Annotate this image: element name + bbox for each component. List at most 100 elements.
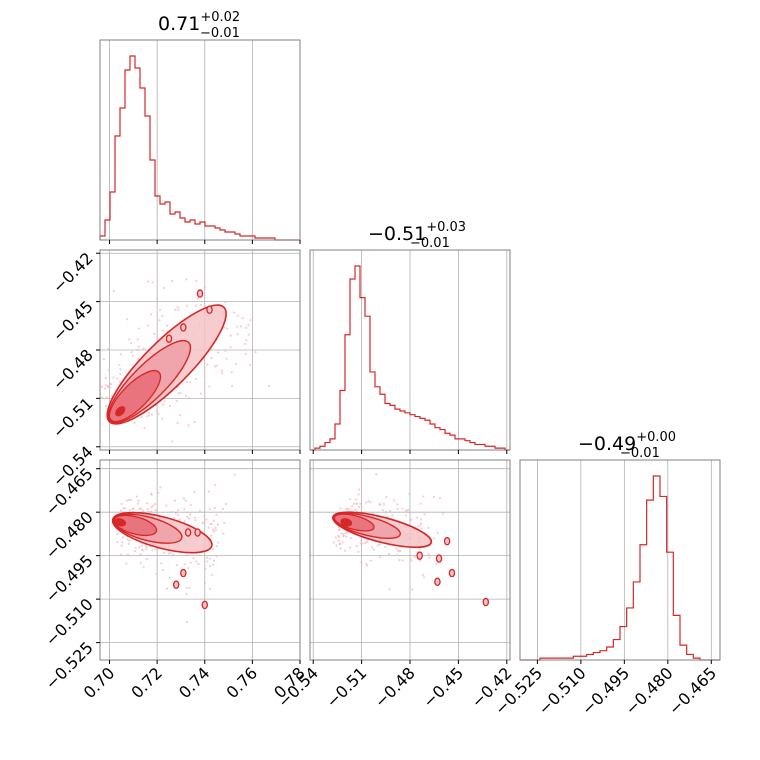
scatter-point — [154, 548, 157, 551]
scatter-point — [385, 510, 388, 514]
scatter-point — [204, 567, 207, 570]
contour-island — [434, 577, 441, 586]
scatter-point — [419, 523, 422, 527]
scatter-point — [442, 512, 445, 515]
scatter-point — [177, 308, 180, 311]
scatter-point — [204, 397, 207, 400]
scatter-point — [199, 304, 202, 307]
scatter-point — [176, 421, 179, 424]
scatter-point — [419, 502, 422, 505]
scatter-point — [125, 499, 129, 502]
scatter-point — [427, 526, 430, 529]
scatter-point — [247, 324, 250, 327]
scatter-point — [230, 371, 233, 374]
scatter-point — [118, 380, 121, 383]
scatter-point — [143, 426, 146, 429]
axes-frame — [99, 39, 301, 241]
scatter-point — [226, 327, 229, 330]
scatter-point — [197, 562, 200, 566]
scatter-point — [150, 505, 153, 509]
scatter-point — [140, 415, 143, 419]
scatter-point — [208, 587, 211, 590]
scatter-point — [338, 528, 341, 531]
scatter-point — [391, 514, 394, 517]
scatter-point — [244, 353, 247, 356]
scatter-point — [355, 502, 358, 505]
scatter-point — [145, 557, 148, 561]
scatter-point — [139, 553, 142, 556]
scatter-point — [156, 337, 159, 340]
scatter-point — [410, 518, 413, 521]
scatter-point — [155, 573, 158, 576]
scatter-point — [203, 521, 206, 524]
scatter-point — [129, 498, 132, 501]
scatter-point — [150, 413, 154, 416]
scatter-point — [199, 392, 203, 395]
scatter-point — [378, 543, 381, 546]
scatter-point — [427, 553, 430, 556]
scatter-point — [187, 424, 190, 427]
scatter-point — [135, 495, 138, 498]
scatter-point — [388, 588, 391, 591]
scatter-point — [236, 314, 239, 317]
histogram-panel-1 — [309, 249, 511, 454]
scatter-point — [245, 326, 248, 330]
scatter-point — [221, 372, 224, 375]
scatter-point — [183, 508, 186, 511]
scatter-point — [150, 313, 153, 316]
scatter-point — [355, 498, 358, 501]
scatter-point — [350, 505, 354, 508]
scatter-point — [179, 391, 182, 395]
title-1-plus: +0.03 — [426, 220, 466, 235]
scatter-point — [170, 510, 173, 513]
scatter-point — [225, 357, 228, 360]
scatter-point — [128, 498, 131, 502]
title-layer: 0.71+0.02 −0.01 −0.51+0.03 −0.01 −0.49+0… — [158, 10, 676, 461]
scatter-point — [216, 541, 220, 544]
scatter-point — [236, 333, 239, 336]
scatter-point — [173, 516, 176, 519]
scatter-point — [404, 509, 407, 512]
scatter-point — [185, 304, 188, 307]
scatter-point — [239, 325, 243, 328]
scatter-point — [207, 526, 210, 529]
scatter-point — [423, 513, 426, 516]
scatter-point — [401, 559, 404, 562]
scatter-point — [141, 509, 144, 512]
scatter-point — [395, 554, 399, 557]
scatter-point — [171, 440, 174, 443]
scatter-point — [120, 544, 123, 547]
scatter-point — [224, 502, 228, 505]
scatter-point — [155, 562, 158, 565]
scatter-point — [201, 521, 204, 525]
scatter-point — [154, 509, 157, 512]
y-tick-label: −0.42 — [49, 249, 97, 297]
scatter-point — [198, 509, 201, 512]
scatter-point — [178, 518, 181, 521]
scatter-point — [337, 526, 340, 529]
scatter-point — [194, 377, 198, 380]
scatter-point — [332, 541, 335, 544]
scatter-point — [385, 495, 388, 499]
y-tick-label: −0.480 — [42, 508, 97, 563]
scatter-point — [222, 532, 225, 535]
scatter-point — [161, 568, 164, 572]
x-tick-label: −0.510 — [534, 663, 589, 718]
scatter-point — [126, 553, 129, 556]
contour-island — [201, 600, 209, 610]
scatter-point — [185, 278, 188, 281]
scatter-point — [422, 576, 426, 579]
scatter-point — [195, 560, 198, 563]
contour-island — [443, 536, 451, 546]
scatter-point — [335, 544, 338, 547]
scatter-point — [220, 369, 223, 372]
scatter-point — [132, 507, 135, 510]
scatter-point — [221, 507, 225, 510]
scatter-point — [381, 508, 384, 512]
scatter-point — [217, 351, 220, 354]
scatter-point — [168, 404, 172, 407]
scatter-point — [337, 535, 341, 539]
scatter-point — [130, 351, 133, 354]
scatter-point — [254, 351, 257, 354]
scatter-point — [215, 555, 218, 558]
